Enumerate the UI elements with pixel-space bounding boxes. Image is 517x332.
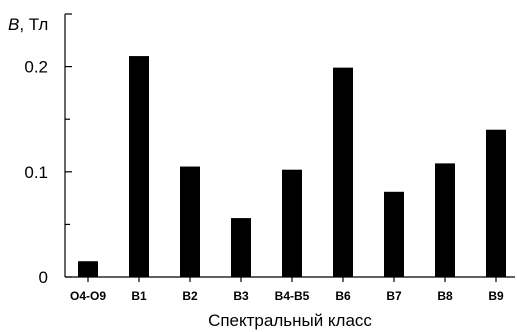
x-axis-label: Спектральный класс: [208, 311, 372, 330]
y-ticks-group: 0 0.1 0.2: [24, 13, 72, 287]
bar-b9: [486, 129, 506, 277]
x-tick-label: B7: [386, 289, 402, 303]
x-tick-label: B6: [335, 289, 351, 303]
x-tick-label: B2: [182, 289, 198, 303]
x-tick-label: B9: [488, 289, 504, 303]
y-axis-label-unit: , Тл: [19, 15, 48, 34]
bar-o4-o9: [78, 261, 98, 277]
y-tick-label: 0.2: [24, 58, 48, 77]
bar-b7: [384, 191, 404, 277]
bar-b3: [231, 218, 251, 277]
y-axis-label: B, Тл: [8, 15, 48, 34]
y-tick-label: 0: [39, 268, 48, 287]
bars-group: [78, 56, 506, 277]
x-tick-label: B3: [233, 289, 249, 303]
y-tick-label: 0.1: [24, 163, 48, 182]
bar-b8: [435, 163, 455, 277]
bar-b4-b5: [282, 169, 302, 277]
x-tick-label: B1: [131, 289, 147, 303]
x-tick-label: O4-O9: [70, 289, 106, 303]
x-ticks-group: O4-O9 B1 B2 B3 B4-B5 B6 B7 B8 B9: [70, 277, 504, 303]
x-tick-label: B8: [437, 289, 453, 303]
x-tick-label: B4-B5: [275, 289, 310, 303]
bar-b1: [129, 56, 149, 277]
bar-b6: [333, 67, 353, 277]
bar-b2: [180, 166, 200, 277]
y-axis-label-symbol: B: [8, 15, 19, 34]
